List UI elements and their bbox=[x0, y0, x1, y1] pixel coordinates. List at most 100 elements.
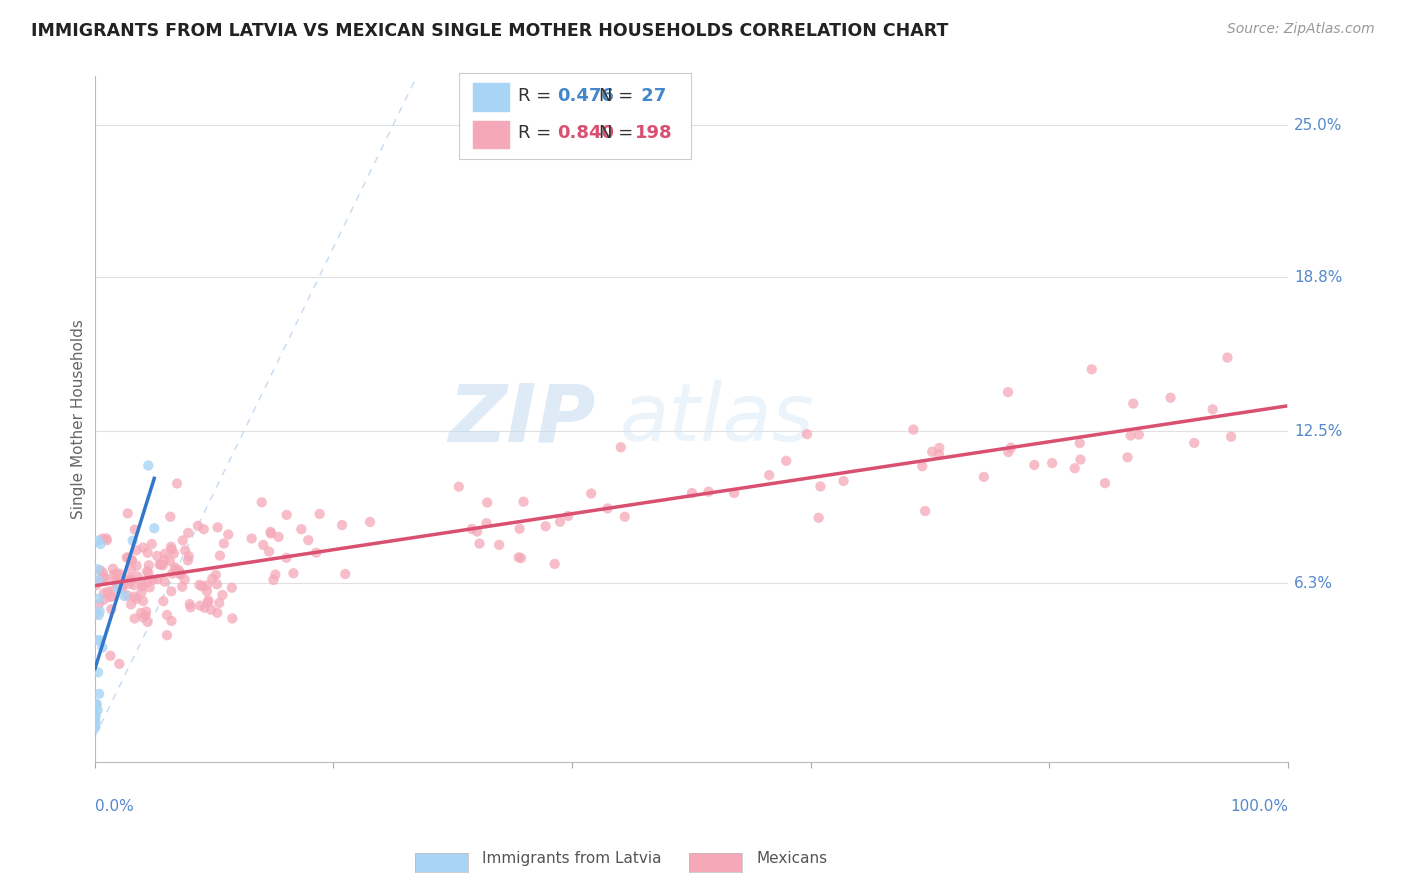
Point bbox=[129, 606, 152, 620]
Text: N =: N = bbox=[599, 124, 640, 142]
Point bbox=[135, 605, 157, 619]
Point bbox=[84, 720, 107, 734]
Point bbox=[163, 547, 186, 561]
Point bbox=[117, 589, 139, 603]
Point bbox=[132, 541, 155, 555]
Point bbox=[1119, 428, 1142, 442]
Point bbox=[928, 447, 950, 461]
Point bbox=[136, 615, 159, 629]
Point bbox=[89, 537, 111, 551]
Point bbox=[86, 697, 108, 711]
Point bbox=[153, 547, 176, 561]
Point bbox=[1000, 441, 1022, 455]
Point bbox=[681, 486, 703, 500]
Text: 0.476: 0.476 bbox=[558, 87, 614, 104]
Point bbox=[89, 573, 111, 587]
Point bbox=[84, 607, 107, 621]
Point bbox=[93, 586, 115, 600]
Point bbox=[136, 565, 159, 579]
Text: 25.0%: 25.0% bbox=[1294, 118, 1343, 133]
Point bbox=[156, 607, 179, 622]
Point bbox=[697, 484, 720, 499]
Point bbox=[217, 527, 239, 541]
Point bbox=[84, 713, 107, 727]
Point bbox=[105, 576, 128, 591]
Point bbox=[205, 567, 228, 582]
Point bbox=[159, 554, 181, 568]
Point bbox=[132, 594, 155, 608]
Point bbox=[110, 580, 132, 594]
Point bbox=[1116, 450, 1139, 465]
Point bbox=[1160, 391, 1182, 405]
Point bbox=[107, 582, 129, 596]
Point bbox=[335, 567, 357, 582]
Point bbox=[188, 599, 211, 613]
Point bbox=[509, 522, 531, 536]
Point bbox=[120, 574, 142, 588]
Point bbox=[124, 523, 146, 537]
Point bbox=[96, 533, 118, 548]
Point bbox=[87, 597, 110, 611]
Point bbox=[98, 590, 121, 604]
Point bbox=[146, 572, 169, 586]
Point bbox=[297, 533, 319, 548]
Point bbox=[111, 582, 134, 596]
Point bbox=[1024, 458, 1046, 472]
Point bbox=[488, 538, 510, 552]
Text: 6.3%: 6.3% bbox=[1294, 575, 1333, 591]
Point bbox=[1182, 436, 1205, 450]
Point bbox=[200, 603, 222, 617]
Point bbox=[120, 562, 142, 576]
Point bbox=[283, 566, 305, 581]
Point bbox=[162, 566, 184, 581]
Point bbox=[142, 573, 165, 587]
Point bbox=[84, 698, 107, 712]
Point bbox=[193, 522, 215, 536]
Point bbox=[84, 578, 107, 592]
Point bbox=[264, 567, 287, 582]
Point bbox=[1094, 476, 1116, 491]
Point bbox=[1128, 427, 1150, 442]
Point bbox=[796, 427, 818, 442]
Point bbox=[112, 589, 135, 603]
Point bbox=[211, 588, 233, 602]
Bar bbox=[472, 121, 509, 148]
Point bbox=[138, 558, 160, 573]
Point bbox=[205, 577, 228, 591]
Point bbox=[118, 577, 141, 591]
Point bbox=[108, 657, 131, 671]
Point bbox=[207, 520, 229, 534]
Point bbox=[544, 557, 567, 571]
Point bbox=[84, 709, 107, 723]
Text: 0.840: 0.840 bbox=[558, 124, 614, 142]
Point bbox=[267, 530, 290, 544]
Point bbox=[136, 575, 159, 590]
Point bbox=[468, 536, 491, 550]
Point bbox=[921, 444, 943, 458]
Point bbox=[195, 584, 218, 599]
Point bbox=[101, 583, 124, 598]
Point bbox=[579, 486, 602, 500]
Point bbox=[100, 602, 122, 616]
Point bbox=[928, 441, 950, 455]
Point bbox=[105, 566, 128, 581]
Point bbox=[997, 445, 1019, 459]
Point bbox=[148, 558, 170, 572]
Point bbox=[135, 608, 157, 623]
Point bbox=[94, 572, 117, 586]
Point bbox=[104, 574, 127, 588]
Point bbox=[160, 614, 183, 628]
Point bbox=[308, 507, 330, 521]
Point bbox=[257, 544, 280, 558]
Text: 12.5%: 12.5% bbox=[1294, 424, 1343, 439]
Text: 0.0%: 0.0% bbox=[94, 799, 134, 814]
Point bbox=[197, 595, 219, 609]
Point bbox=[84, 707, 107, 722]
Point bbox=[91, 532, 114, 546]
Point bbox=[180, 600, 202, 615]
Point bbox=[330, 518, 353, 533]
Point bbox=[110, 575, 132, 590]
Point bbox=[212, 536, 235, 550]
Point bbox=[166, 476, 188, 491]
Point bbox=[172, 533, 194, 548]
